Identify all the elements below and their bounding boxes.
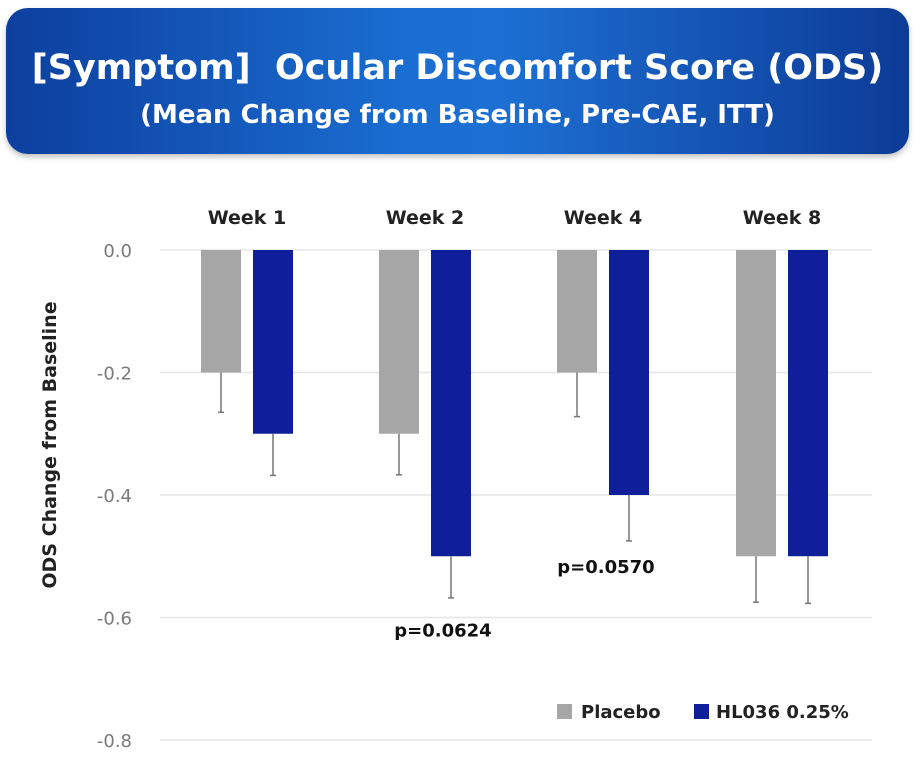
y-tick-label: -0.4 <box>97 486 132 507</box>
chart-subtitle: (Mean Change from Baseline, Pre-CAE, ITT… <box>140 100 775 130</box>
y-tick-label: -0.2 <box>97 364 132 385</box>
category-label: Week 2 <box>386 207 465 229</box>
bar-hl036 <box>431 250 471 557</box>
bar-hl036 <box>253 250 293 434</box>
chart-title: [Symptom] Ocular Discomfort Score (ODS) <box>31 48 884 88</box>
legend-swatch-placebo <box>557 704 572 719</box>
bar-hl036 <box>609 250 649 495</box>
p-value-annotation: p=0.0624 <box>394 620 491 641</box>
category-label: Week 4 <box>564 207 643 229</box>
p-value-annotation: p=0.0570 <box>557 557 654 578</box>
category-label: Week 8 <box>743 207 822 229</box>
legend-label: Placebo <box>581 702 661 723</box>
legend-label: HL036 0.25% <box>716 702 849 723</box>
bar-hl036 <box>788 250 828 557</box>
bar-placebo <box>736 250 776 557</box>
legend-swatch-hl036 <box>694 704 709 719</box>
bar-placebo <box>557 250 597 373</box>
category-label: Week 1 <box>208 207 287 229</box>
y-tick-label: 0.0 <box>103 241 132 262</box>
y-tick-label: -0.6 <box>97 609 132 630</box>
y-tick-label: -0.8 <box>97 731 132 752</box>
y-axis-label: ODS Change from Baseline <box>39 301 61 588</box>
title-banner: [Symptom] Ocular Discomfort Score (ODS) … <box>6 8 909 154</box>
bar-placebo <box>201 250 241 373</box>
bar-placebo <box>379 250 419 434</box>
